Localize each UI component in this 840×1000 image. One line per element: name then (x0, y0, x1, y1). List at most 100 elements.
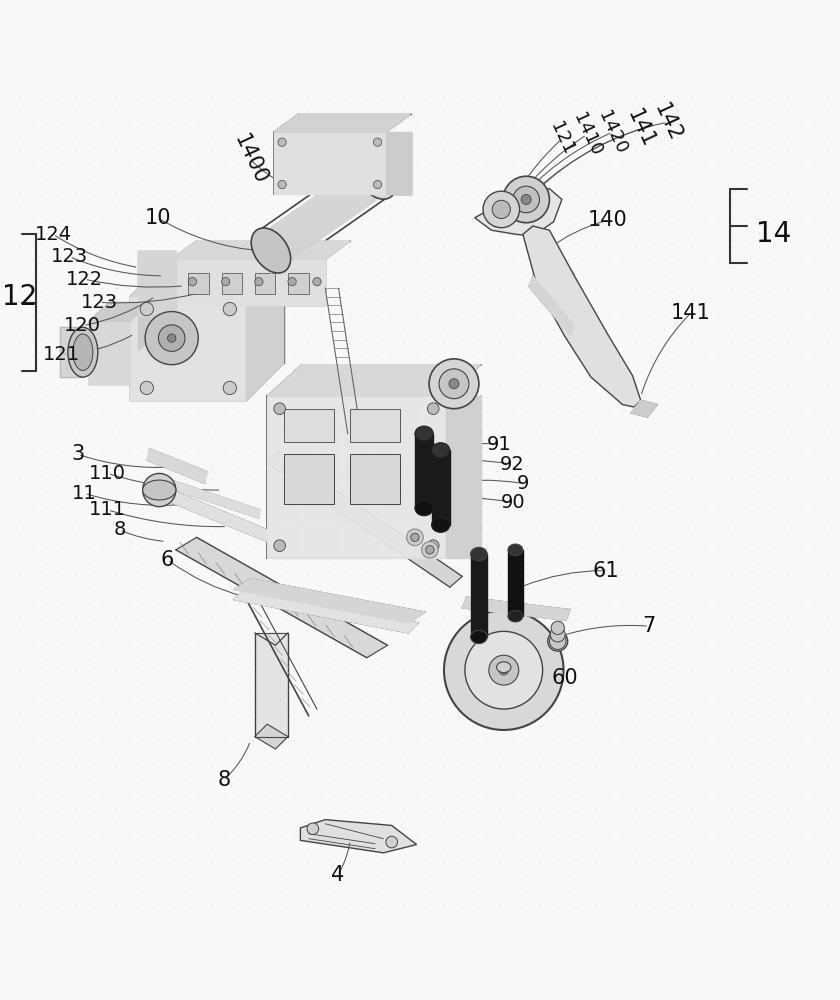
Text: 123: 123 (51, 247, 88, 266)
Circle shape (140, 302, 154, 316)
Circle shape (159, 325, 185, 351)
Circle shape (492, 200, 511, 219)
Text: 124: 124 (34, 225, 71, 244)
Bar (350, 454, 400, 504)
Polygon shape (524, 224, 575, 284)
Circle shape (422, 542, 438, 558)
Circle shape (223, 302, 236, 316)
Text: 14: 14 (756, 220, 791, 248)
Circle shape (465, 631, 543, 709)
Text: 7: 7 (643, 616, 656, 636)
Polygon shape (147, 449, 207, 483)
Polygon shape (470, 554, 487, 637)
Ellipse shape (470, 630, 487, 644)
Circle shape (145, 312, 198, 365)
Polygon shape (234, 590, 418, 633)
Text: 141: 141 (670, 303, 711, 323)
Polygon shape (446, 396, 480, 558)
Polygon shape (267, 365, 480, 396)
Circle shape (411, 533, 419, 542)
Text: 10: 10 (144, 208, 171, 228)
Polygon shape (475, 189, 562, 236)
Ellipse shape (251, 228, 291, 273)
Polygon shape (386, 132, 411, 194)
Text: 8: 8 (218, 770, 230, 790)
Circle shape (374, 180, 381, 189)
Polygon shape (267, 452, 462, 587)
Text: 123: 123 (81, 293, 118, 312)
Text: 141: 141 (623, 107, 659, 151)
Polygon shape (60, 327, 83, 377)
Ellipse shape (357, 154, 396, 199)
Text: 61: 61 (592, 561, 619, 581)
Circle shape (307, 823, 318, 835)
Text: 4: 4 (331, 865, 344, 885)
Ellipse shape (508, 544, 522, 556)
Text: 91: 91 (487, 435, 512, 454)
Circle shape (407, 529, 423, 546)
Circle shape (521, 194, 531, 204)
Circle shape (386, 836, 397, 848)
Polygon shape (89, 322, 130, 384)
Circle shape (483, 191, 520, 228)
Polygon shape (271, 153, 376, 274)
Circle shape (548, 631, 568, 651)
Text: 142: 142 (650, 100, 685, 145)
Polygon shape (415, 434, 433, 508)
Circle shape (188, 278, 197, 286)
Bar (284, 409, 333, 442)
Text: 110: 110 (89, 464, 126, 483)
Text: 12: 12 (3, 283, 38, 311)
Polygon shape (155, 475, 260, 518)
Ellipse shape (415, 501, 433, 516)
Circle shape (143, 473, 176, 507)
Text: 1400: 1400 (230, 131, 270, 188)
Circle shape (312, 278, 321, 286)
Text: 3: 3 (71, 444, 85, 464)
Ellipse shape (432, 443, 449, 458)
Text: 60: 60 (551, 668, 578, 688)
Text: 90: 90 (501, 493, 525, 512)
Text: 120: 120 (65, 316, 102, 335)
Bar (288, 273, 308, 294)
Circle shape (429, 359, 479, 409)
Polygon shape (171, 259, 325, 305)
Polygon shape (176, 537, 387, 658)
Circle shape (140, 381, 154, 395)
Text: 92: 92 (500, 455, 524, 474)
Ellipse shape (508, 610, 522, 622)
Ellipse shape (143, 480, 176, 500)
Text: 1420: 1420 (595, 108, 630, 157)
Text: 140: 140 (588, 210, 627, 230)
Ellipse shape (73, 334, 93, 370)
Text: 121: 121 (547, 120, 577, 158)
Circle shape (428, 403, 439, 414)
Text: 121: 121 (43, 345, 80, 364)
Bar (350, 409, 400, 442)
Ellipse shape (432, 517, 449, 532)
Circle shape (499, 665, 508, 675)
Circle shape (274, 403, 286, 414)
Circle shape (439, 369, 469, 399)
Polygon shape (274, 132, 386, 194)
Circle shape (288, 278, 297, 286)
Polygon shape (462, 597, 570, 620)
Circle shape (222, 278, 230, 286)
Ellipse shape (470, 547, 487, 561)
Polygon shape (255, 724, 288, 749)
Polygon shape (139, 317, 176, 351)
Bar (222, 273, 242, 294)
Circle shape (449, 379, 459, 389)
Text: 122: 122 (66, 270, 103, 289)
Circle shape (167, 334, 176, 342)
Circle shape (551, 621, 564, 634)
Polygon shape (255, 633, 288, 737)
Ellipse shape (415, 426, 433, 441)
Circle shape (255, 278, 263, 286)
Polygon shape (155, 485, 271, 542)
Polygon shape (301, 820, 417, 853)
Ellipse shape (68, 327, 97, 377)
Polygon shape (139, 251, 176, 317)
Polygon shape (246, 258, 284, 400)
Polygon shape (528, 276, 575, 336)
